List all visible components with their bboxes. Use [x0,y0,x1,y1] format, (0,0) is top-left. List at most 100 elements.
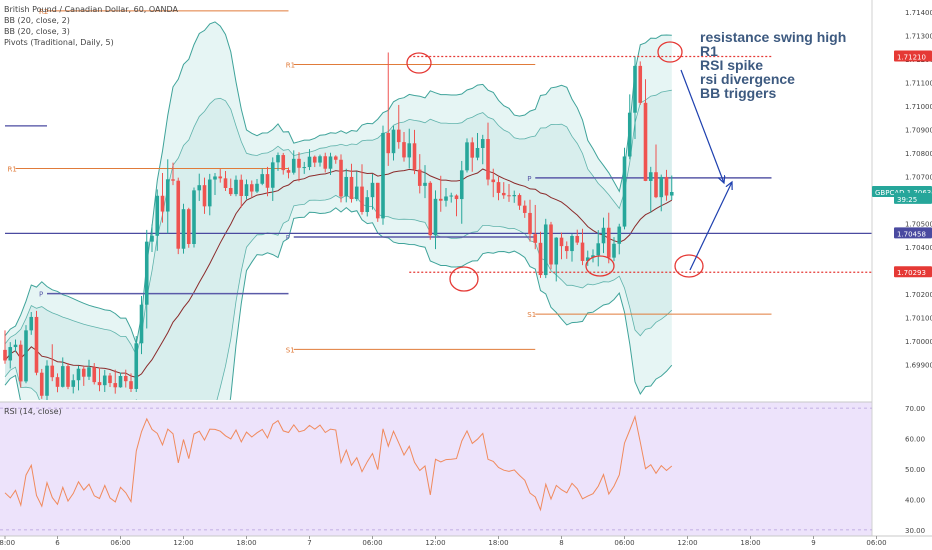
candle-body [123,376,128,382]
y-tick-label: 1.70100 [905,315,932,323]
candle-body [402,142,406,158]
candle-body [45,365,49,396]
candle-body [18,344,23,382]
candle-body [360,186,364,212]
bb2-band-fill [5,90,672,400]
rsi-tick-label: 60.00 [905,436,925,444]
candle-body [391,129,396,154]
candle-body [60,366,65,387]
candle-body [533,234,538,243]
x-tick-label: 06:00 [110,539,130,547]
candle-body [564,246,569,252]
candle-body [160,195,165,212]
rsi-line [4,414,673,512]
candle-body [633,65,637,113]
annotation-circle [406,52,432,74]
candle-body [528,212,532,235]
y-tick-label: 1.71400 [905,9,932,17]
candle-body [55,377,60,387]
candle-body [549,224,553,265]
x-tick-label: 18:00 [740,539,760,547]
candle-body [155,195,160,236]
price-label-box [894,227,932,239]
candle-body [202,185,207,207]
candle-body [438,198,443,201]
candle-body [255,183,259,192]
candle-body [281,155,286,171]
candle-body [465,142,469,171]
candle-body [501,192,506,196]
candle-body [491,179,496,183]
candle-body [517,195,522,206]
candle-body [286,170,291,173]
candle-body [575,236,580,243]
candle-body [580,242,585,261]
candle-body [622,156,627,227]
annotation-arrow [689,182,732,271]
candle-body [297,158,301,168]
x-tick-label: 06:00 [866,539,886,547]
pivot-label: S1 [286,346,295,354]
annotation-circle [449,266,479,292]
annotation-line: RSI spike [700,57,764,73]
candle-body [396,129,401,143]
candle-body [81,368,86,377]
x-tick-label: 12:00 [173,539,193,547]
candle-body [433,198,438,236]
candle-body [428,182,433,236]
candle-body [417,169,422,186]
candle-body [412,143,417,170]
annotation-line: resistance swing high [700,29,847,45]
candle-body [144,241,149,305]
y-tick-label: 1.70000 [905,338,932,346]
bb-basis-line [4,168,673,378]
candle-body [559,237,564,247]
candle-body [659,176,664,198]
candle-body [181,209,186,249]
price-label-box [894,50,932,62]
x-tick-label: 7 [307,539,311,547]
candle-body [454,195,459,200]
candle-body [150,235,154,242]
legend: British Pound / Canadian Dollar, 60, OAN… [4,4,178,48]
price-label: 1.70293 [897,269,926,277]
x-tick-label: 8 [559,539,563,547]
candle-body [244,184,249,196]
candle-body [612,243,616,258]
candle-body [165,179,170,212]
candle-body [97,382,102,386]
candle-body [129,381,133,389]
candle-body [664,176,669,196]
candle-body [24,330,28,382]
candle-body [291,158,296,173]
annotation-circle [674,254,704,278]
candle-body [444,196,448,201]
candle-body [3,349,7,361]
candle-body [333,156,338,160]
candle-body [486,139,490,180]
price-label: 1.71210 [897,53,926,61]
candle-body [349,176,354,200]
x-tick-label: 18:00 [488,539,508,547]
candle-body [522,205,527,213]
candle-body [339,159,343,197]
y-tick-label: 1.71100 [905,79,932,87]
candle-body [375,182,380,219]
y-tick-label: 1.70200 [905,291,932,299]
pivot-label: S1 [527,311,536,319]
rsi-tick-label: 40.00 [905,496,925,504]
legend-symbol: British Pound / Canadian Dollar, 60, OAN… [4,5,178,14]
candle-body [239,179,244,196]
candle-body [606,227,611,258]
candle-body [302,167,307,169]
candle-body [323,156,328,169]
candle-body [480,139,485,148]
candle-body [423,182,427,186]
candle-body [213,176,217,180]
candle-body [8,347,13,361]
candle-body [507,195,511,197]
y-tick-label: 1.71300 [905,32,932,40]
annotation-line: R1 [700,43,718,59]
y-tick-label: 1.70500 [905,221,932,229]
